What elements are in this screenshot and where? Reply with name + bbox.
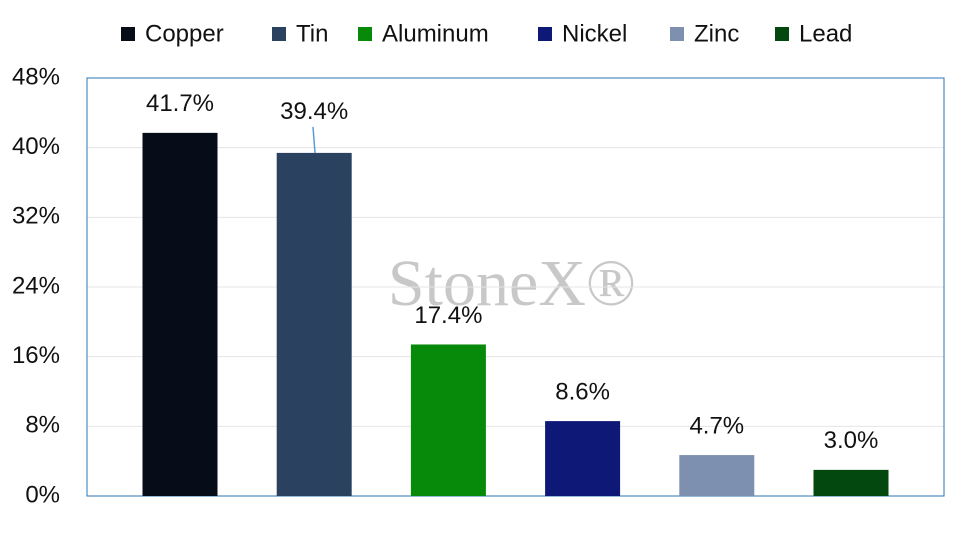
value-label: 17.4% xyxy=(414,302,482,329)
legend-swatch xyxy=(121,27,135,41)
legend-swatch xyxy=(272,27,286,41)
legend-swatch xyxy=(538,27,552,41)
bar xyxy=(276,152,352,496)
value-label: 39.4% xyxy=(280,98,348,125)
legend-swatch xyxy=(670,27,684,41)
legend-label: Zinc xyxy=(694,20,739,47)
plot-border xyxy=(86,77,945,497)
value-label: 4.7% xyxy=(689,412,744,439)
y-tick-label: 32% xyxy=(12,203,60,230)
leader-line xyxy=(312,126,316,153)
bar xyxy=(545,421,621,496)
value-label: 3.0% xyxy=(824,427,879,454)
bar xyxy=(410,344,486,496)
bar xyxy=(813,469,889,496)
y-tick-label: 48% xyxy=(12,63,60,90)
y-tick-label: 24% xyxy=(12,272,60,299)
bar xyxy=(142,132,218,497)
legend-swatch xyxy=(358,27,372,41)
y-tick-label: 40% xyxy=(12,133,60,160)
watermark: StoneX® xyxy=(388,247,636,320)
bar xyxy=(679,455,755,496)
value-label: 41.7% xyxy=(146,90,214,117)
legend-label: Lead xyxy=(799,20,852,47)
legend-label: Copper xyxy=(145,20,224,47)
value-label: 8.6% xyxy=(555,378,610,405)
y-tick-label: 16% xyxy=(12,342,60,369)
y-tick-label: 8% xyxy=(25,412,60,439)
legend-swatch xyxy=(775,27,789,41)
legend-label: Nickel xyxy=(562,20,627,47)
y-tick-label: 0% xyxy=(25,481,60,508)
legend-label: Tin xyxy=(296,20,328,47)
legend-label: Aluminum xyxy=(382,20,489,47)
